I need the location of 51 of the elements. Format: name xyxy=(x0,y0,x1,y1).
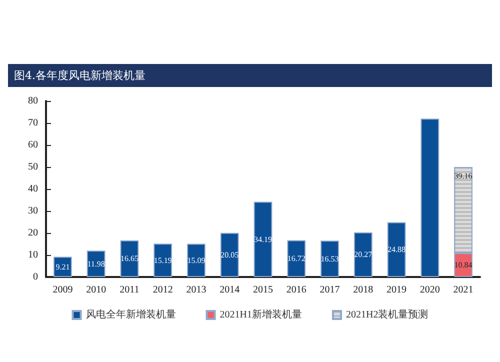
bar xyxy=(54,256,72,277)
data-label: 16.65 xyxy=(120,254,138,264)
x-tick-label: 2016 xyxy=(286,284,306,296)
data-label: 16.53 xyxy=(320,254,339,264)
bar xyxy=(154,244,172,277)
x-tick-label: 2015 xyxy=(253,284,273,296)
y-tick-label: 50 xyxy=(28,162,38,172)
x-tick-label: 2019 xyxy=(386,284,407,296)
x-tick-label: 2017 xyxy=(320,284,340,296)
y-tick-label: 0 xyxy=(33,272,38,282)
x-tick-label: 2020 xyxy=(420,284,440,296)
data-label: 15.19 xyxy=(154,256,172,265)
y-tick-label: 80 xyxy=(28,96,38,106)
data-label: 20.05 xyxy=(220,250,239,260)
bar xyxy=(354,232,372,277)
legend-label: 风电全年新增装机量 xyxy=(86,308,176,320)
y-tick-label: 60 xyxy=(28,140,38,150)
y-tick-label: 10 xyxy=(28,250,38,260)
y-tick-label: 20 xyxy=(28,228,38,238)
bar xyxy=(387,222,406,277)
legend-label: 2021H2装机量预测 xyxy=(346,308,428,320)
y-tick-label: 40 xyxy=(28,184,38,194)
y-tick-label: 30 xyxy=(28,206,38,216)
x-tick-label: 2013 xyxy=(186,284,206,296)
data-label: 20.27 xyxy=(354,250,372,260)
x-tick-label: 2014 xyxy=(220,284,240,296)
data-label: 16.72 xyxy=(287,254,306,264)
x-tick-label: 2010 xyxy=(86,284,106,296)
x-tick-label: 2012 xyxy=(152,284,173,296)
data-label: 15.09 xyxy=(187,256,206,265)
bar xyxy=(220,232,239,277)
x-tick-label: 2021 xyxy=(453,284,474,296)
chart-title: 图4.各年度风电新增装机量 xyxy=(8,64,492,87)
data-label: 39.16 xyxy=(454,172,472,180)
data-label: 9.21 xyxy=(56,262,70,272)
bar xyxy=(86,250,106,277)
bar xyxy=(254,202,272,277)
y-tick-label: 70 xyxy=(28,118,38,128)
bar xyxy=(287,240,306,277)
bar xyxy=(187,244,206,277)
data-label: 34.19 xyxy=(254,234,272,244)
data-label: 11.98 xyxy=(87,259,105,268)
x-tick-label: 2011 xyxy=(120,284,140,296)
data-label: 24.88 xyxy=(388,245,406,254)
bar xyxy=(120,240,139,277)
data-label: 10.84 xyxy=(454,260,472,270)
bar xyxy=(320,240,339,277)
x-tick-label: 2018 xyxy=(353,284,374,296)
legend-label: 2021H1新增装机量 xyxy=(220,308,302,320)
bar xyxy=(420,118,440,277)
x-tick-label: 2009 xyxy=(52,284,73,296)
